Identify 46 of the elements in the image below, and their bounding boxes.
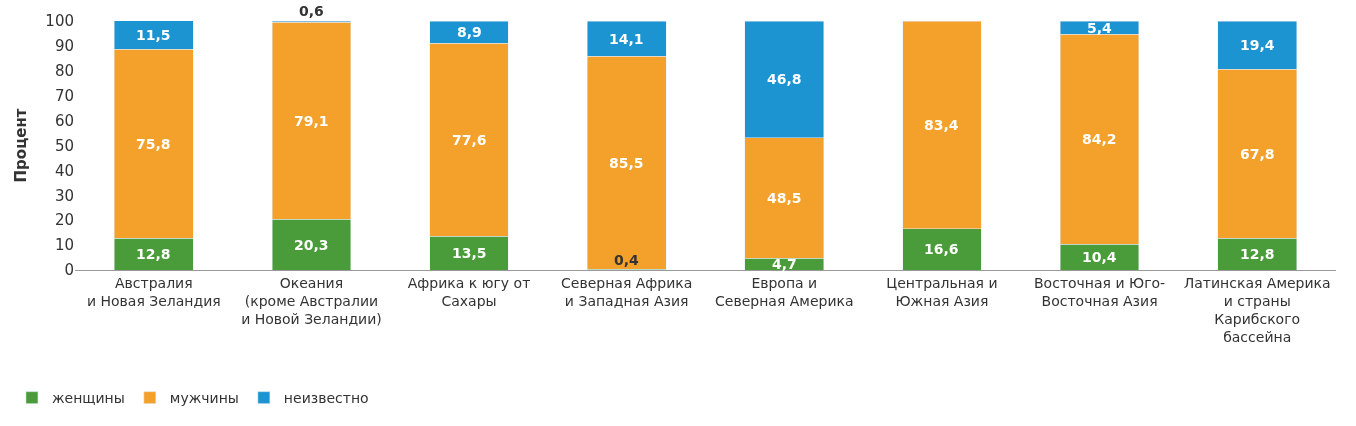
legend-label: неизвестно <box>283 390 369 407</box>
x-tick-label: Африка к югу от Сахары <box>407 274 531 309</box>
x-tick-label: Восточная и Юго- Восточная Азия <box>1034 274 1166 309</box>
legend-label: мужчины <box>169 390 239 407</box>
data-label: 85,5 <box>609 155 644 171</box>
y-tick-label: 40 <box>54 161 74 180</box>
y-tick-label: 80 <box>54 62 74 81</box>
data-label: 8,9 <box>457 24 482 40</box>
data-label: 19,4 <box>1240 37 1275 53</box>
data-label: 79,1 <box>294 113 329 129</box>
x-tick-label: Центральная и Южная Азия <box>886 274 998 309</box>
x-tick-label: Океания (кроме Австралии и Новой Зеландии) <box>241 274 382 328</box>
data-label: 14,1 <box>609 31 644 47</box>
data-label: 48,5 <box>767 190 802 206</box>
data-label: 12,8 <box>1240 246 1275 262</box>
x-tick-label: Австралия и Новая Зеландия <box>86 274 221 309</box>
y-tick-label: 90 <box>54 37 74 56</box>
y-tick-label: 30 <box>54 186 74 205</box>
data-label: 13,5 <box>452 245 487 261</box>
data-label: 77,6 <box>452 132 487 148</box>
x-tick-label: Европа и Северная Америка <box>715 274 854 309</box>
y-tick-label: 100 <box>45 12 74 31</box>
data-label: 0,6 <box>299 3 324 19</box>
x-tick-label: Северная Африка и Западная Азия <box>561 274 693 309</box>
data-label: 75,8 <box>136 136 171 152</box>
data-label: 4,7 <box>772 256 797 272</box>
data-label: 0,4 <box>614 252 640 268</box>
y-tick-label: 60 <box>54 111 74 130</box>
data-label: 16,6 <box>924 241 959 257</box>
data-label: 46,8 <box>767 71 802 87</box>
data-label: 83,4 <box>924 117 959 133</box>
data-label: 20,3 <box>294 237 329 253</box>
data-label: 10,4 <box>1082 249 1117 265</box>
data-label: 11,5 <box>136 27 171 43</box>
y-tick-label: 10 <box>54 236 74 255</box>
y-tick-label: 20 <box>54 211 74 230</box>
legend-label: женщины <box>51 390 125 407</box>
y-tick-label: 0 <box>64 261 74 280</box>
y-tick-label: 70 <box>54 86 74 105</box>
y-axis-title: Процент <box>11 108 30 183</box>
y-tick-label: 50 <box>54 136 74 155</box>
x-tick-label: Латинская Америка и страны Карибского бассейна <box>1183 274 1331 346</box>
data-label: 5,4 <box>1087 20 1113 36</box>
data-label: 67,8 <box>1240 146 1275 162</box>
data-label: 84,2 <box>1082 131 1117 147</box>
data-label: 12,8 <box>136 246 171 262</box>
